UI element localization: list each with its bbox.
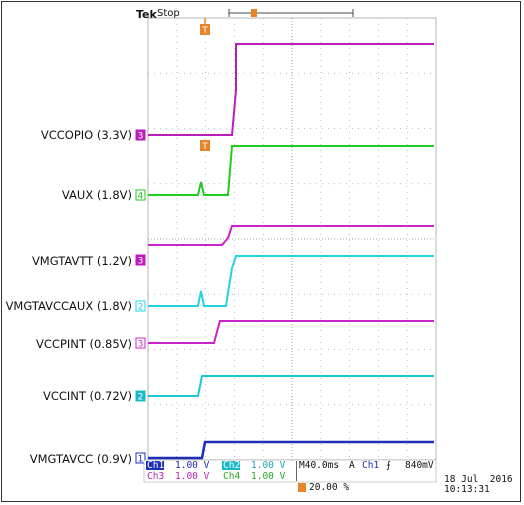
label-vmgtavccaux: VMGTAVCCAUX (1.8V)	[5, 299, 132, 313]
channel-marker-4: 4	[135, 189, 146, 202]
channel-marker-1: 1	[135, 452, 146, 465]
record-view-bar[interactable]	[228, 9, 354, 17]
trigger-mode: A	[349, 460, 355, 471]
trace-unlabeled-magenta	[148, 225, 434, 246]
trace-vccint	[148, 375, 434, 397]
channel-marker-number: 3	[138, 340, 144, 350]
ch4-label: Ch4	[223, 471, 241, 482]
svg-text:T: T	[201, 26, 208, 36]
trigger-level: 840mV	[405, 460, 434, 471]
ch4-scale: 1.00 V	[251, 471, 286, 482]
trace-vccpint	[148, 320, 434, 344]
trigger-position-readout: 20.00 %	[309, 482, 350, 493]
label-vaux: VAUX (1.8V)	[61, 188, 132, 202]
trigger-marker-vaux: T	[200, 140, 210, 152]
ch2-scale: 1.00 V	[251, 460, 286, 471]
acquisition-time: 10:13:31	[444, 484, 490, 495]
trace-vmgtavtt	[148, 255, 434, 307]
channel-marker-3: 3	[135, 337, 146, 350]
ch1-label: Ch1	[147, 460, 165, 471]
waveform-traces	[148, 43, 434, 460]
ch3-label: Ch3	[147, 471, 165, 482]
channel-marker-3: 3	[135, 254, 146, 267]
channel-marker-3: 3	[135, 129, 146, 142]
trace-vaux	[148, 145, 434, 196]
ch3-scale: 1.00 V	[175, 471, 210, 482]
readout-panel	[143, 459, 437, 492]
channel-marker-2: 2	[135, 300, 146, 313]
label-vccpint: VCCPINT (0.85V)	[36, 337, 132, 351]
ch2-label: Ch2	[223, 460, 241, 471]
rising-edge-icon: ⨍	[386, 460, 391, 471]
label-vccopio: VCCOPIO (3.3V)	[40, 128, 132, 142]
graticule	[147, 17, 437, 461]
ch1-scale: 1.00 V	[175, 460, 210, 471]
channel-marker-number: 4	[138, 192, 144, 202]
timebase-readout: M40.0ms	[299, 460, 340, 471]
label-vccint: VCCINT (0.72V)	[42, 389, 132, 403]
trace-vmgtavcc	[148, 440, 434, 460]
channel-marker-2: 2	[135, 390, 146, 403]
record-trigger-marker	[251, 9, 257, 17]
trigger-position-marker: T	[200, 18, 210, 36]
label-vmgtavtt: VMGTAVTT (1.2V)	[31, 254, 132, 268]
acquisition-date: 18 Jul 2016	[444, 474, 513, 485]
svg-text:T: T	[201, 142, 208, 152]
channel-marker-number: 2	[138, 303, 144, 313]
channel-marker-number: 3	[138, 132, 144, 142]
channel-marker-number: 2	[138, 393, 144, 403]
channel-marker-number: 1	[138, 455, 144, 465]
trace-vccopio	[148, 43, 434, 136]
label-vmgtavcc: VMGTAVCC (0.9V)	[29, 452, 132, 466]
acquisition-status: Stop	[157, 8, 180, 19]
channel-markers: 3 4 3 2 3 2 1	[135, 129, 146, 465]
trigger-source: Ch1	[362, 460, 380, 471]
channel-marker-number: 3	[138, 257, 144, 267]
